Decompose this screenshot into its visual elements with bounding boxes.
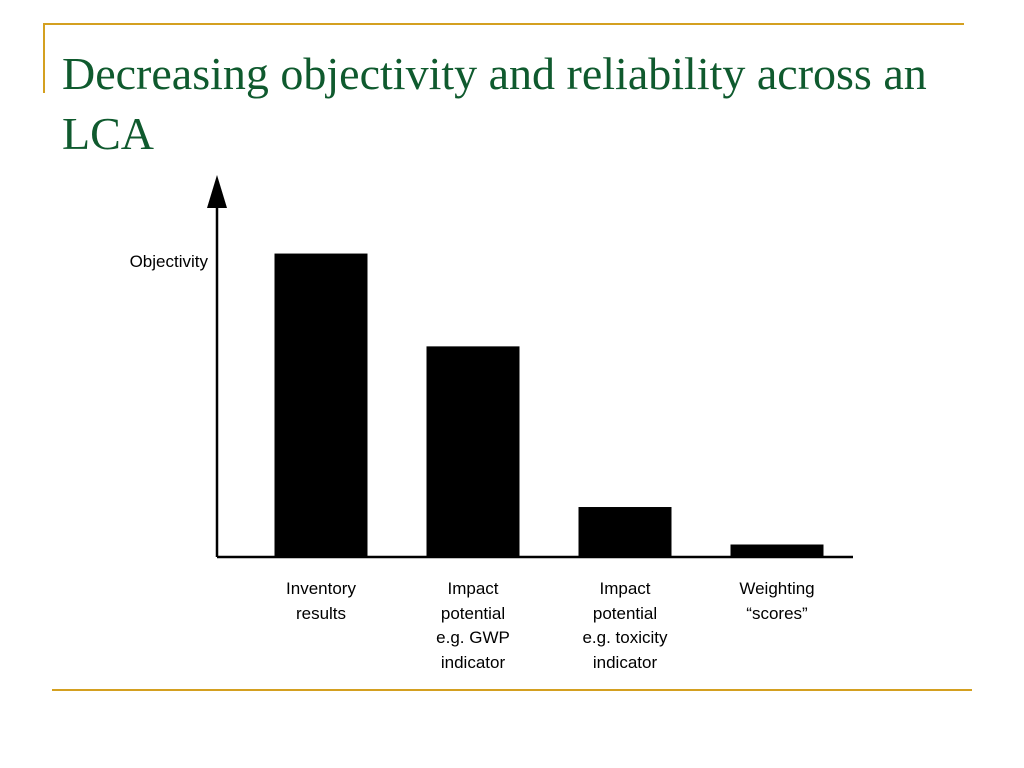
category-label-line: Impact [599, 579, 651, 598]
accent-rule-bottom [52, 689, 972, 691]
category-label-line: Weighting [739, 579, 815, 598]
category-label-line: e.g. GWP [436, 628, 510, 647]
y-axis-label: Objectivity [129, 252, 208, 271]
category-label-line: e.g. toxicity [582, 628, 668, 647]
category-label-2: Impact potential e.g. GWP indicator [398, 577, 548, 675]
y-axis-arrowhead [207, 175, 227, 208]
category-label-4: Weighting “scores” [702, 577, 852, 626]
bar-3 [578, 507, 672, 557]
bar-4 [730, 544, 824, 557]
accent-rule-top [43, 23, 964, 25]
category-label-line: indicator [592, 652, 658, 672]
category-label-1: Inventory results [246, 577, 396, 626]
bar-1 [274, 253, 368, 558]
category-label-3: Impact potential e.g. toxicity indicator [550, 577, 700, 675]
bar-2 [426, 346, 520, 557]
category-label-line: results [295, 603, 347, 623]
accent-rule-left [43, 23, 45, 93]
slide-title: Decreasing objectivity and reliability a… [62, 48, 927, 159]
bars-group [274, 253, 824, 558]
category-label-line: potential [440, 603, 506, 623]
category-label-line: Impact [447, 579, 499, 598]
category-label-line: Inventory [286, 579, 356, 598]
category-label-line: “scores” [746, 603, 808, 623]
category-label-line: indicator [440, 652, 506, 672]
category-label-line: potential [592, 603, 658, 623]
